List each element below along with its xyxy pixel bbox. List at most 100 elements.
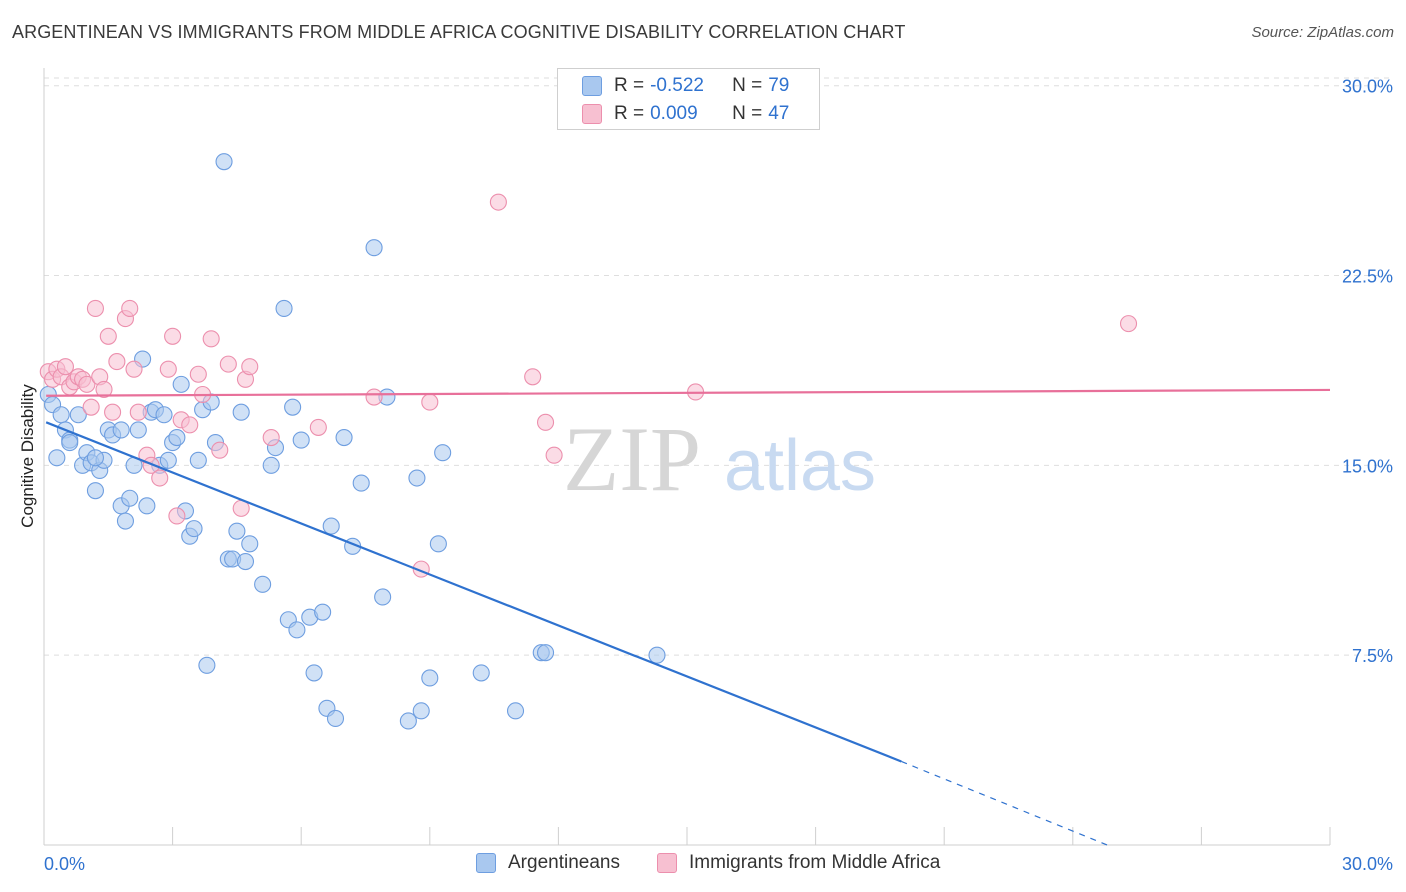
point-argentineans [262,456,280,474]
point-middle-africa [365,388,383,406]
point-middle-africa [189,365,207,383]
x-tick-label-min: 0.0% [44,854,85,874]
point-middle-africa [309,418,327,436]
point-middle-africa [86,299,104,317]
tick-labels: 7.5% 15.0% 22.5% 30.0% 0.0% 30.0% [44,77,1393,874]
point-argentineans [86,482,104,500]
point-middle-africa [202,330,220,348]
point-argentineans [215,153,233,171]
point-argentineans [241,535,259,553]
legend-n-value: 47 [768,103,790,124]
axes [43,68,1331,846]
point-argentineans [112,421,130,439]
point-argentineans [138,497,156,515]
legend-row-argentineans: R = -0.522 N = 79 [582,72,789,100]
point-argentineans [129,421,147,439]
x-tick-label-max: 30.0% [1342,854,1393,874]
point-argentineans [292,431,310,449]
point-argentineans [228,522,246,540]
point-argentineans [314,603,332,621]
legend-r-value: 0.009 [650,103,698,124]
series-swatch-middle-africa [657,853,677,873]
point-argentineans [185,520,203,538]
point-argentineans [305,664,323,682]
point-argentineans [86,449,104,467]
point-argentineans [189,451,207,469]
point-middle-africa [241,358,259,376]
point-middle-africa [536,413,555,431]
legend-n-label: N = [732,75,763,96]
point-middle-africa [82,398,100,416]
point-argentineans [412,702,430,720]
point-argentineans [536,644,555,662]
point-argentineans [408,469,426,487]
point-middle-africa [489,193,507,211]
legend-r-label: R = [614,103,645,124]
point-argentineans [352,474,370,492]
point-middle-africa [56,358,74,376]
point-argentineans [335,428,353,447]
trend-line-argentineans [45,421,902,763]
point-middle-africa [104,403,122,421]
point-argentineans [399,712,417,730]
point-middle-africa [181,416,199,434]
series-legend: Argentineans Immigrants from Middle Afri… [0,852,1406,878]
source-label: Source: ZipAtlas.com [1251,24,1394,41]
point-argentineans [429,535,447,553]
point-argentineans [48,449,66,467]
trend-line-middle-africa [46,388,1331,397]
trend-lines [45,388,1331,846]
point-middle-africa [95,380,113,398]
series-label-middle-africa: Immigrants from Middle Africa [689,852,941,873]
legend-n-label: N = [732,103,763,124]
correlation-legend: R = -0.522 N = 79 R = 0.009 N = 47 [557,68,820,130]
point-argentineans [326,709,345,728]
y-tick-label: 15.0% [1342,456,1393,476]
point-middle-africa [159,360,177,378]
point-argentineans [434,444,452,462]
point-argentineans [254,575,272,593]
point-argentineans [116,512,134,530]
point-middle-africa [262,428,280,447]
point-argentineans [52,406,70,424]
point-argentineans [275,299,293,317]
legend-r-label: R = [614,75,645,96]
watermark-atlas: atlas [724,426,876,506]
point-middle-africa [1119,315,1138,333]
y-tick-label: 22.5% [1342,267,1393,287]
trend-line-argentineans-extension [901,760,1108,846]
point-argentineans [168,428,186,447]
series-legend-argentineans[interactable]: Argentineans [476,852,620,874]
point-argentineans [232,403,250,421]
chart-title: ARGENTINEAN VS IMMIGRANTS FROM MIDDLE AF… [12,22,906,42]
point-argentineans [506,702,525,720]
point-argentineans [374,588,392,606]
series-swatch-argentineans [476,853,496,873]
point-middle-africa [211,441,229,459]
point-argentineans [365,239,383,257]
y-tick-label: 30.0% [1342,77,1393,97]
legend-swatch-argentineans [582,76,602,96]
legend-swatch-middle-africa [582,104,602,124]
point-argentineans [236,552,255,571]
series-legend-middle-africa[interactable]: Immigrants from Middle Africa [657,852,940,874]
legend-n-value: 79 [768,75,790,96]
watermark: ZIP atlas [563,408,876,510]
point-argentineans [159,451,177,469]
point-middle-africa [78,375,96,393]
point-argentineans [284,398,302,416]
point-argentineans [69,406,87,424]
point-middle-africa [219,355,237,373]
point-middle-africa [99,327,117,345]
point-argentineans [172,375,190,393]
point-middle-africa [125,360,143,378]
point-middle-africa [121,299,139,317]
point-middle-africa [108,353,126,371]
point-middle-africa [164,327,182,345]
point-argentineans [322,517,340,535]
point-middle-africa [168,507,186,525]
point-argentineans [198,656,216,674]
point-argentineans [288,621,306,639]
point-argentineans [648,646,666,664]
